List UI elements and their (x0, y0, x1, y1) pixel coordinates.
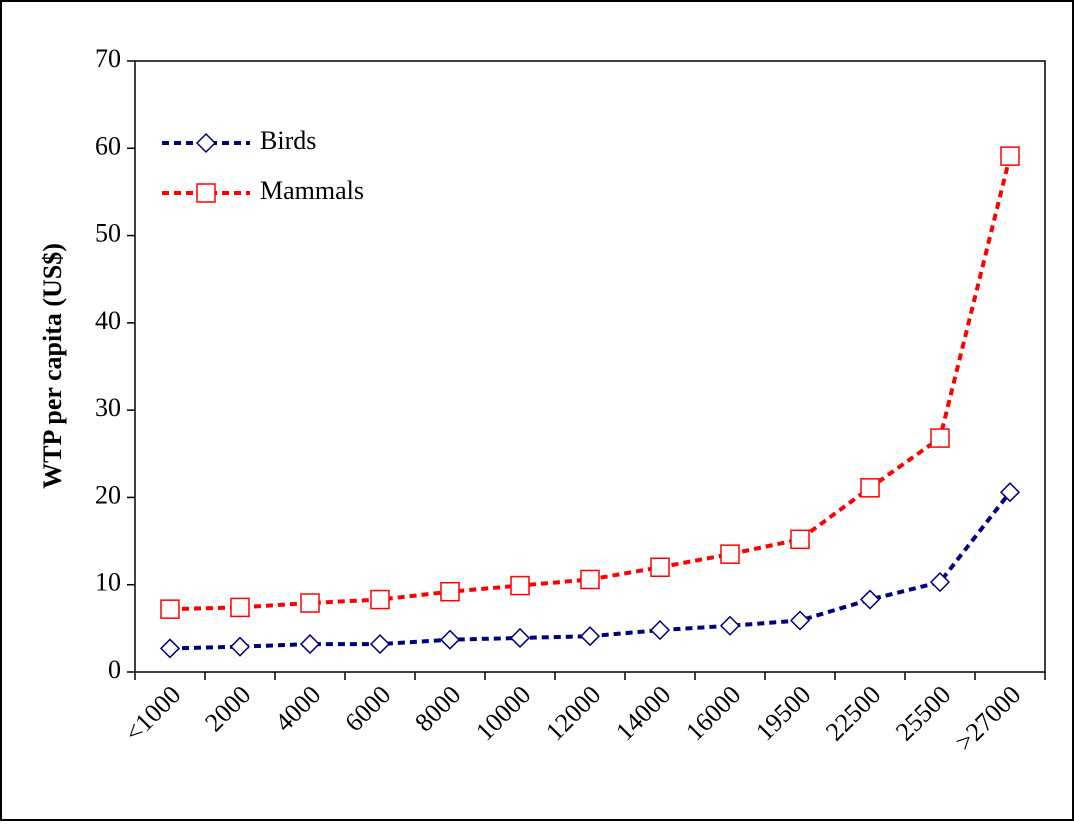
y-tick-label: 70 (95, 44, 121, 73)
data-point (229, 636, 251, 657)
data-point (930, 428, 950, 448)
data-point (719, 615, 741, 636)
y-tick-label: 0 (108, 655, 121, 684)
legend-label: Birds (260, 126, 316, 155)
data-point (370, 589, 390, 610)
data-point (440, 581, 460, 602)
y-tick-label: 50 (95, 219, 121, 248)
data-point (859, 589, 881, 610)
legend-label: Mammals (260, 176, 364, 205)
y-tick-label: 30 (95, 393, 121, 422)
data-point (579, 626, 601, 647)
data-point (510, 575, 530, 596)
data-point (300, 593, 320, 613)
data-point (789, 610, 811, 631)
data-point (160, 599, 180, 619)
data-point (929, 572, 951, 593)
y-tick-label: 20 (95, 480, 121, 509)
data-point (860, 478, 880, 498)
y-tick-label: 10 (95, 568, 121, 597)
y-axis-label: WTP per capita (US$) (38, 243, 67, 489)
legend-marker (195, 132, 217, 154)
data-point (230, 597, 250, 618)
data-point (790, 529, 810, 550)
data-point (159, 638, 181, 659)
legend-marker (196, 183, 216, 203)
data-point (999, 482, 1021, 503)
data-point (720, 544, 740, 564)
data-point (299, 634, 321, 655)
plot-area (134, 60, 1046, 673)
data-point (650, 557, 670, 578)
y-tick-label: 60 (95, 131, 121, 160)
data-point (649, 620, 671, 641)
data-point (580, 569, 600, 590)
data-point (509, 627, 531, 649)
data-point (369, 634, 391, 655)
data-point (1000, 146, 1020, 166)
data-point (439, 629, 461, 650)
y-tick-label: 40 (95, 306, 121, 335)
